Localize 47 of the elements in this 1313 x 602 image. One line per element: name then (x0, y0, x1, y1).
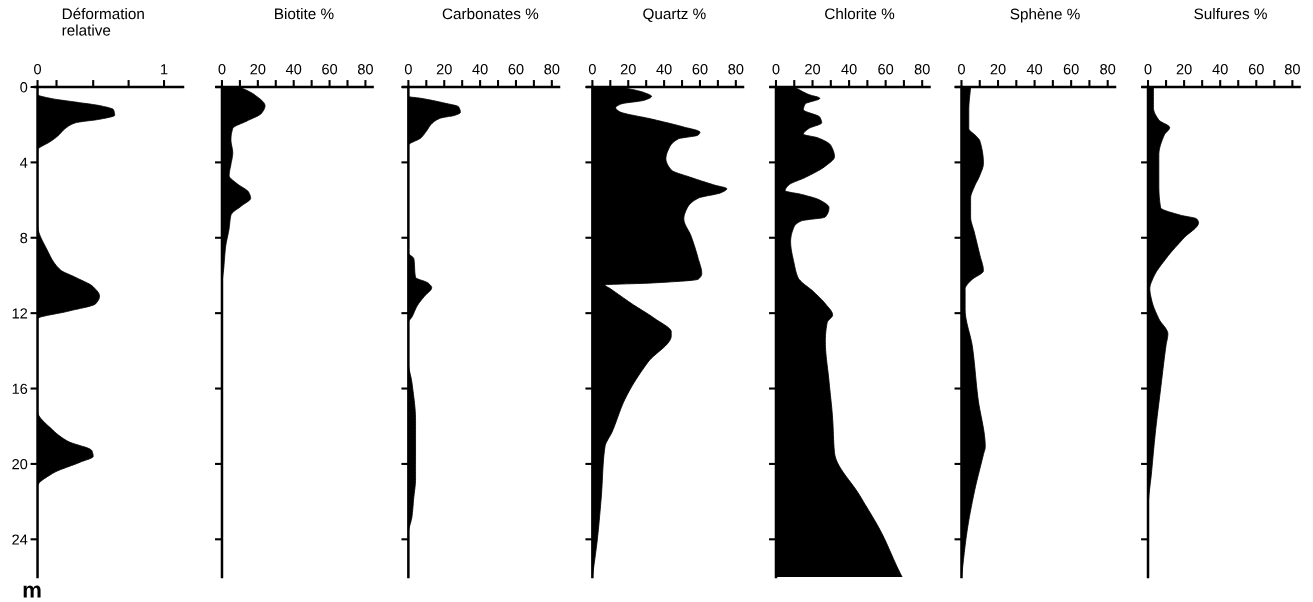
x-tick-label: 60 (1063, 64, 1079, 75)
x-tick-label: 20 (250, 64, 266, 75)
y-tick-label: 24 (12, 534, 28, 545)
x-tick-label: 80 (728, 64, 744, 75)
x-tick-label: 80 (1100, 64, 1116, 75)
x-tick-label: 40 (1026, 64, 1043, 75)
y-axis-title: m (23, 585, 41, 598)
y-tick-label: 4 (20, 157, 28, 168)
chart-title: Quartz % (643, 8, 706, 22)
x-tick-label: 0 (588, 64, 596, 75)
x-tick-label: 20 (990, 64, 1006, 75)
x-tick-label: 0 (958, 64, 965, 75)
x-tick-label: 0 (218, 64, 226, 75)
x-tick-label: 80 (544, 64, 560, 75)
x-tick-label: 60 (692, 64, 708, 75)
x-tick-label: 40 (1212, 64, 1228, 75)
x-tick-label: 0 (1144, 64, 1152, 75)
x-tick-label: 40 (285, 64, 302, 75)
x-tick-label: 60 (508, 64, 524, 75)
x-tick-label: 0 (404, 64, 412, 75)
chart-title: Sulfures % (1194, 8, 1267, 20)
y-tick-label: 12 (12, 308, 28, 319)
y-tick-label: 0 (20, 82, 28, 93)
x-tick-label: 40 (656, 64, 672, 75)
x-tick-label: 40 (472, 64, 488, 75)
x-tick-label: 80 (357, 64, 373, 75)
x-tick-label: 20 (1176, 64, 1192, 75)
x-tick-label: 80 (914, 64, 930, 75)
chart-title: Carbonates % (442, 8, 539, 20)
chart-title: Déformation relative (62, 7, 144, 36)
chart-title: Sphène % (1010, 8, 1080, 23)
x-tick-label: 0 (772, 64, 780, 75)
x-tick-label: 60 (322, 64, 338, 75)
chart-title: Biotite % (275, 8, 334, 20)
x-tick-label: 80 (1284, 64, 1300, 75)
chart-title: Chlorite % (825, 8, 895, 20)
y-tick-label: 16 (12, 383, 28, 394)
y-tick-label: 20 (12, 459, 28, 470)
y-tick-label: 8 (20, 232, 28, 244)
x-tick-label: 20 (620, 64, 636, 75)
x-tick-label: 0 (34, 64, 42, 75)
x-tick-label: 1 (161, 64, 168, 75)
x-tick-label: 60 (1248, 64, 1264, 75)
x-tick-label: 60 (878, 64, 894, 75)
x-tick-label: 20 (436, 64, 452, 75)
x-tick-label: 40 (841, 64, 857, 75)
x-tick-label: 20 (805, 64, 821, 75)
